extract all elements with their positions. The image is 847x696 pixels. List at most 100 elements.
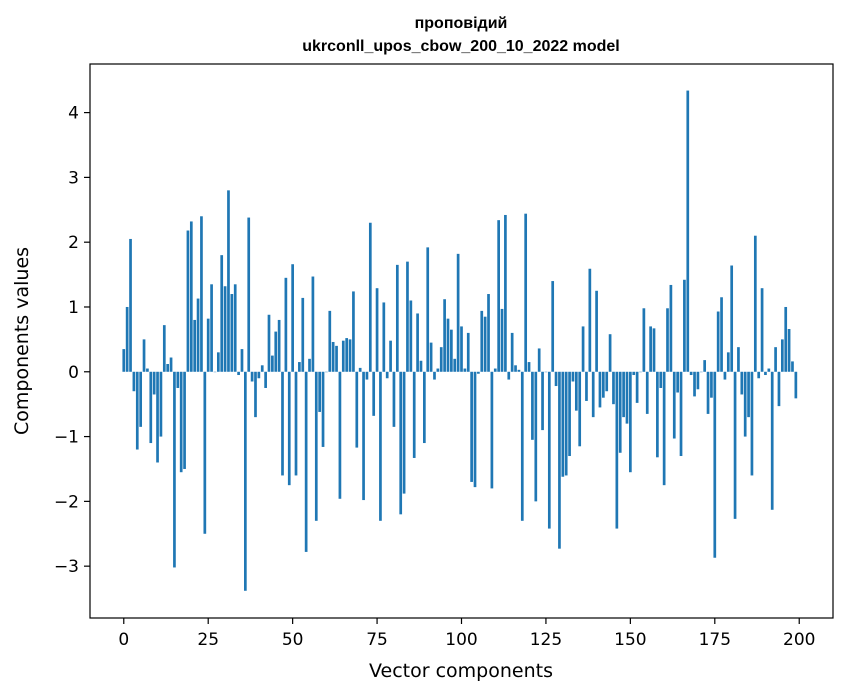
bar-190 (764, 371, 767, 376)
x-tick-label: 50 (282, 630, 304, 650)
bar-161 (666, 308, 669, 372)
bar-142 (601, 371, 605, 398)
bar-115 (510, 332, 514, 372)
bar-35 (240, 349, 244, 372)
bar-32 (230, 294, 234, 372)
bar-97 (450, 329, 453, 372)
bar-19 (186, 230, 190, 372)
bar-80 (392, 371, 396, 427)
bar-186 (750, 371, 754, 476)
plot-frame (89, 63, 834, 619)
bar-106 (480, 310, 484, 372)
bar-108 (487, 294, 490, 372)
bar-52 (298, 362, 301, 372)
x-tick-label: 75 (366, 630, 388, 650)
x-axis: 0 25 50 75 100 125 150 175 200 (118, 618, 815, 650)
bar-192 (770, 371, 774, 510)
bar-193 (774, 347, 777, 372)
bar-167 (686, 90, 690, 372)
bar-151 (632, 371, 636, 376)
bar-110 (493, 368, 497, 372)
bar-173 (706, 371, 710, 414)
y-tick-label: 4 (68, 104, 79, 124)
bar-1 (125, 306, 129, 372)
bar-33 (233, 284, 237, 372)
bar-47 (281, 371, 284, 476)
bar-118 (520, 371, 524, 521)
bar-7 (146, 368, 149, 372)
bar-135 (578, 371, 582, 447)
bar-79 (389, 340, 392, 372)
bar-96 (446, 318, 450, 372)
bar-92 (433, 371, 436, 380)
bar-20 (189, 221, 193, 372)
bar-9 (152, 371, 156, 395)
bar-59 (321, 371, 325, 447)
bar-3 (132, 371, 136, 392)
bar-42 (264, 371, 267, 388)
bar-58 (318, 371, 321, 412)
x-tick-label: 150 (614, 630, 646, 650)
bar-136 (581, 326, 585, 372)
bar-114 (507, 371, 511, 380)
bar-198 (791, 361, 794, 372)
x-tick-label: 0 (118, 630, 129, 650)
bar-164 (676, 371, 679, 393)
bar-199 (794, 371, 798, 399)
y-axis-label: Components values (11, 247, 33, 435)
bar-166 (683, 279, 686, 372)
bar-148 (622, 371, 625, 418)
bar-91 (429, 342, 433, 372)
bar-13 (166, 364, 170, 372)
x-tick-label: 25 (197, 630, 219, 650)
bar-41 (260, 365, 264, 372)
bar-143 (605, 371, 609, 392)
bar-132 (568, 371, 571, 457)
bar-147 (618, 371, 622, 453)
bar-116 (514, 365, 517, 372)
bar-83 (402, 371, 406, 494)
bar-124 (541, 371, 544, 431)
bar-105 (477, 371, 480, 374)
bar-179 (726, 352, 730, 372)
bar-39 (254, 371, 257, 418)
bar-77 (382, 302, 386, 372)
bar-169 (693, 371, 696, 397)
bar-120 (527, 362, 531, 372)
bar-66 (345, 338, 349, 372)
bar-191 (767, 368, 771, 372)
bar-62 (331, 341, 335, 372)
bar-128 (554, 371, 558, 387)
bar-160 (662, 371, 666, 486)
bar-11 (159, 371, 163, 437)
bar-5 (139, 371, 143, 427)
bar-185 (747, 371, 750, 418)
bar-40 (257, 371, 261, 379)
bar-112 (500, 308, 504, 372)
bar-22 (196, 298, 200, 372)
bar-53 (301, 297, 305, 372)
bar-174 (710, 371, 713, 398)
x-tick-label: 200 (783, 630, 815, 650)
bar-100 (460, 326, 463, 372)
bar-10 (156, 371, 159, 463)
bar-29 (220, 255, 224, 372)
bar-157 (652, 328, 656, 372)
bar-15 (173, 371, 176, 568)
bar-195 (780, 339, 784, 372)
bar-28 (216, 352, 220, 372)
bar-165 (679, 371, 683, 457)
bar-14 (169, 357, 173, 372)
bar-86 (412, 371, 416, 458)
bar-2 (129, 238, 132, 372)
bar-49 (287, 371, 291, 486)
bar-37 (247, 217, 251, 372)
bar-149 (625, 371, 629, 424)
bar-150 (629, 371, 632, 473)
bar-87 (416, 313, 419, 372)
bar-197 (787, 329, 791, 372)
bar-152 (635, 371, 639, 403)
y-axis: −3 −2 −1 0 1 2 3 4 (54, 104, 90, 577)
bar-102 (466, 332, 470, 372)
